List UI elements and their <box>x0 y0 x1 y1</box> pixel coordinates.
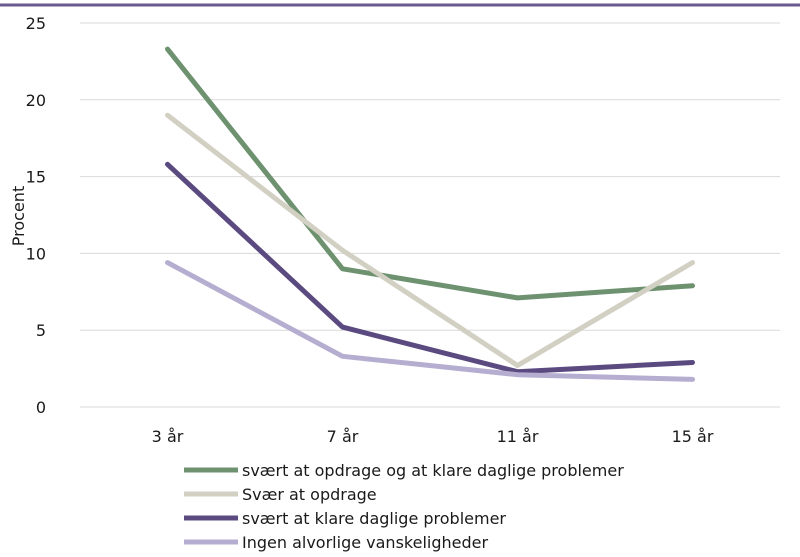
y-tick-label: 0 <box>36 398 46 417</box>
grid-lines <box>80 22 780 408</box>
legend-label: svært at opdrage og at klare daglige pro… <box>242 461 624 480</box>
series-line-1 <box>165 46 695 301</box>
y-tick-label: 10 <box>26 244 46 263</box>
y-tick-label: 5 <box>36 321 46 340</box>
x-tick-labels: 3 år 7 år 11 år 15 år <box>152 427 714 446</box>
y-tick-label: 20 <box>26 91 46 110</box>
legend-label: Ingen alvorlige vanskeligheder <box>242 533 488 552</box>
x-tick-label: 3 år <box>152 427 184 446</box>
legend-label: Svær at opdrage <box>242 485 377 504</box>
legend: svært at opdrage og at klare daglige pro… <box>184 461 624 552</box>
series-line-4 <box>165 260 695 382</box>
x-tick-label: 11 år <box>497 427 539 446</box>
y-tick-label: 15 <box>26 168 46 187</box>
legend-label: svært at klare daglige problemer <box>242 509 506 528</box>
x-tick-label: 7 år <box>327 427 359 446</box>
y-tick-labels: 0 5 10 15 20 25 <box>26 14 46 417</box>
series-line-3 <box>165 161 695 375</box>
y-axis-label: Procent <box>9 186 28 246</box>
series-lines <box>165 46 695 382</box>
series-line-2 <box>165 112 695 368</box>
y-tick-label: 25 <box>26 14 46 33</box>
x-tick-label: 15 år <box>672 427 714 446</box>
